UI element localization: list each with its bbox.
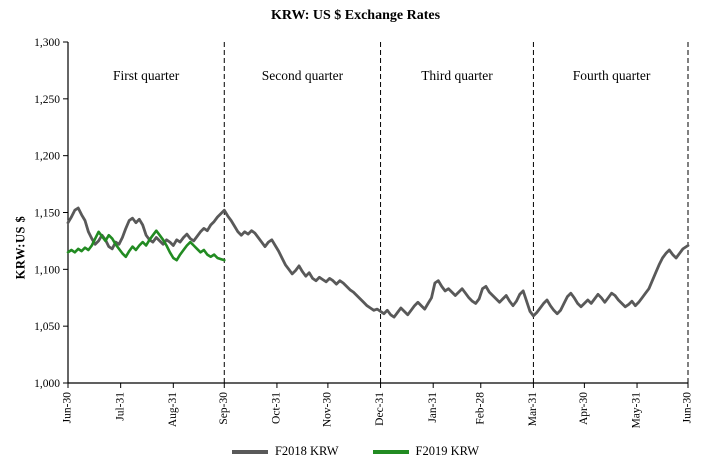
quarter-label: Third quarter [421, 68, 493, 83]
x-tick-label: Aug-31 [167, 392, 179, 427]
y-tick-label: 1,100 [34, 264, 60, 276]
x-tick-label: Sep-30 [218, 392, 230, 425]
x-tick-label: Jun-30 [62, 392, 74, 424]
chart-legend: F2018 KRW F2019 KRW [0, 444, 711, 459]
x-tick-label: Dec-31 [374, 392, 386, 426]
plot-area: First quarter Second quarter Third quarter… [34, 37, 694, 429]
f2019-line-swatch [372, 449, 409, 454]
x-tick-label: Jun-30 [682, 392, 694, 424]
x-tick-label: Nov-30 [322, 392, 334, 427]
series-line-f2018-krw [66, 206, 690, 319]
y-tick-label: 1,300 [34, 37, 60, 49]
x-tick-label: Mar-31 [527, 392, 539, 427]
quarter-label: First quarter [113, 68, 180, 83]
chart-title: KRW: US $ Exchange Rates [270, 8, 441, 23]
y-tick-label: 1,150 [34, 208, 60, 220]
quarter-label: Second quarter [262, 68, 344, 83]
legend-label-f2019: F2019 KRW [415, 444, 480, 458]
y-tick-label: 1,200 [34, 151, 60, 163]
x-tick-label: Feb-28 [474, 392, 486, 425]
legend-label-f2018: F2018 KRW [274, 444, 339, 458]
x-tick-label: Jul-31 [114, 392, 126, 421]
y-tick-label: 1,000 [34, 378, 60, 390]
x-tick-label: Oct-31 [271, 392, 283, 424]
series-line-f2019-krw [66, 229, 226, 262]
x-tick-label: May-31 [631, 392, 643, 429]
legend-item-f2018: F2018 KRW [231, 444, 339, 459]
quarter-label: Fourth quarter [573, 68, 651, 83]
y-tick-label: 1,050 [34, 321, 60, 333]
x-tick-label: Jan-31 [427, 392, 439, 423]
f2018-line-swatch [231, 449, 268, 454]
legend-item-f2019: F2019 KRW [372, 444, 480, 459]
y-tick-label: 1,250 [34, 94, 60, 106]
x-tick-label: Apr-30 [578, 392, 590, 425]
